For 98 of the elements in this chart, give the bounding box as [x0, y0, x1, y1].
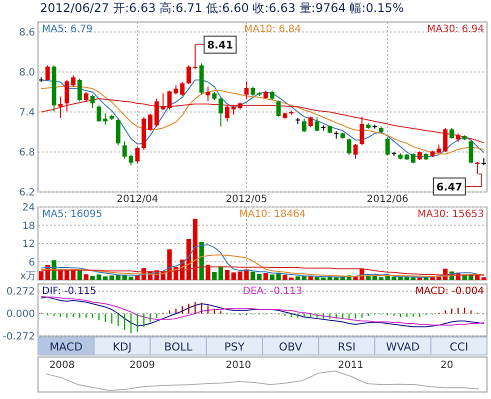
candlestick — [160, 92, 166, 110]
candlestick — [192, 44, 198, 70]
candlestick — [385, 136, 390, 156]
bar — [38, 271, 44, 280]
candlestick — [482, 158, 486, 166]
bar — [263, 273, 268, 280]
y-tick-label: 8.0 — [19, 68, 35, 78]
y-tick-label: 6.8 — [19, 148, 35, 158]
candlestick — [475, 162, 480, 174]
candlestick — [180, 82, 185, 96]
text: MA5: 6.79 — [42, 24, 93, 35]
candlestick — [308, 116, 313, 128]
candlestick — [302, 118, 306, 132]
x-tick-label: 2011 — [338, 360, 364, 371]
annotation: 6.47 — [436, 182, 462, 194]
bar — [308, 276, 313, 280]
text: MA30: 15653 — [417, 209, 484, 220]
candlestick — [218, 96, 224, 128]
candlestick — [71, 74, 76, 88]
x-tick-label: 2009 — [130, 360, 155, 371]
candlestick — [148, 114, 152, 132]
series-label: DIF: -0.115 — [42, 286, 96, 297]
x-tick-label: 2012/06 — [366, 194, 408, 205]
candlestick — [353, 144, 358, 160]
bar — [224, 270, 230, 280]
text: BOLL — [164, 340, 194, 354]
text: MACD — [50, 340, 83, 354]
candlestick — [64, 80, 70, 112]
candlestick — [45, 64, 50, 82]
bar — [372, 276, 378, 280]
y-tick-label: 6.2 — [19, 188, 35, 198]
bar — [295, 276, 300, 280]
line-series — [40, 254, 484, 278]
y-tick-label: 24 — [22, 202, 35, 214]
bar — [212, 272, 217, 280]
candlestick — [468, 140, 474, 164]
text: PSY — [224, 340, 245, 354]
bar — [192, 218, 198, 280]
candlestick — [250, 86, 256, 96]
x-tick-label: 20 — [440, 360, 454, 371]
candlestick — [90, 94, 95, 108]
series-label: MACD: -0.004 — [415, 286, 484, 297]
candlestick — [154, 98, 159, 128]
candlestick — [77, 78, 82, 102]
y-tick-label: 12 — [22, 239, 35, 250]
bar — [84, 274, 88, 280]
bar — [256, 274, 262, 280]
text: KDJ — [112, 340, 132, 354]
bar — [109, 275, 114, 280]
bar — [404, 276, 410, 280]
candlestick — [443, 128, 448, 152]
y-tick-label: 7.4 — [19, 108, 35, 118]
bar — [77, 270, 82, 280]
series-label: DEA: -0.113 — [242, 286, 302, 297]
text: OBV — [278, 340, 303, 354]
candlestick — [225, 106, 230, 122]
candlestick — [206, 86, 210, 102]
text: WVAD — [386, 340, 420, 354]
candlestick — [135, 146, 140, 164]
y-tick-label: -0.272 — [2, 332, 35, 342]
x-tick-label: 2012/05 — [226, 194, 268, 205]
candlestick — [411, 152, 416, 164]
y-tick-label: 0.272 — [6, 286, 35, 298]
bar — [70, 270, 76, 280]
text: MA5: 16095 — [42, 209, 102, 220]
text: MA10: 6.84 — [244, 24, 302, 35]
candlestick — [167, 90, 172, 110]
candlestick — [346, 138, 352, 156]
text: MA30: 6.94 — [426, 24, 484, 35]
candlestick — [122, 140, 127, 160]
y-tick-label: 6 — [28, 257, 35, 268]
bar — [250, 272, 256, 280]
candlestick — [231, 104, 236, 116]
candlestick — [103, 112, 108, 126]
annotation: 8.41 — [207, 40, 234, 52]
y-axis-title: x万 — [20, 271, 36, 282]
text: CCI — [450, 340, 468, 354]
x-tick-label: 2008 — [49, 360, 75, 371]
y-tick-label: 18 — [22, 220, 35, 232]
y-tick-label: 8.6 — [19, 28, 35, 38]
x-tick-label: 2010 — [226, 360, 252, 371]
y-tick-label: 0.000 — [6, 309, 35, 320]
candlestick — [450, 128, 454, 140]
candlestick — [116, 118, 120, 146]
candlestick — [174, 84, 178, 96]
line-series — [40, 266, 484, 276]
candlestick — [270, 90, 274, 100]
candlestick — [186, 64, 191, 84]
bar — [103, 276, 108, 280]
text: MA10: 18464 — [239, 209, 306, 220]
chart-title: 2012/06/27 开:6.63 高:6.71 低:6.60 收:6.63 量:9764 幅:0.15% — [40, 1, 404, 15]
candlestick — [276, 100, 281, 118]
text: RSI — [338, 340, 356, 354]
candlestick — [84, 92, 88, 102]
candlestick — [96, 104, 102, 122]
candlestick — [360, 116, 364, 146]
x-tick-label: 2012/04 — [116, 194, 158, 205]
bar — [206, 264, 210, 280]
